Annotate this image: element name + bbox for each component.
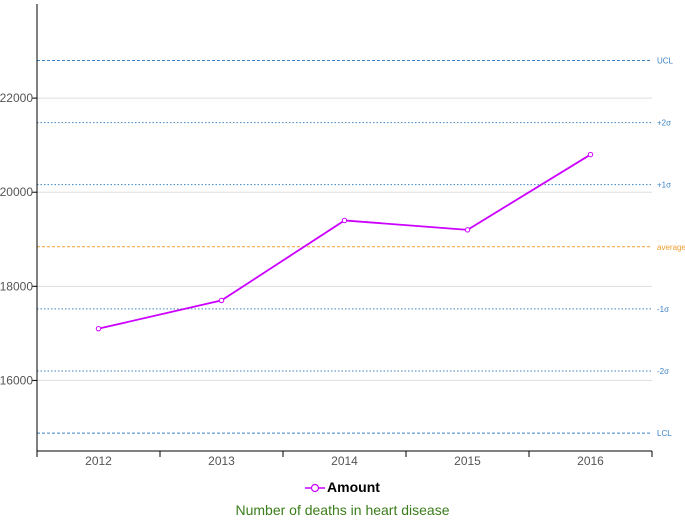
- y-tick-label: 16000: [0, 373, 33, 387]
- y-tick-label: 22000: [0, 91, 33, 105]
- control-line-label: UCL: [657, 56, 674, 65]
- control-line-label: +1σ: [657, 181, 671, 190]
- data-point: [587, 151, 594, 158]
- control-line-label: average: [657, 243, 685, 252]
- x-tick-label: 2014: [331, 454, 358, 468]
- legend-line-marker: [305, 484, 326, 493]
- legend-series-label: Amount: [327, 479, 380, 495]
- x-tick-label: 2013: [208, 454, 235, 468]
- data-point: [341, 217, 348, 224]
- series-line: [98, 153, 591, 330]
- data-point: [464, 227, 471, 233]
- control-line-label: -2σ: [657, 367, 669, 376]
- y-tick-label: 18000: [0, 279, 33, 293]
- x-tick-label: 2015: [454, 454, 481, 468]
- x-tick-label: 2012: [85, 454, 112, 468]
- chart-title: Number of deaths in heart disease: [235, 502, 450, 518]
- legend[interactable]: Amount: [0, 479, 685, 495]
- control-line-label: +2σ: [657, 119, 671, 128]
- control-line-label: LCL: [657, 429, 672, 438]
- y-tick-label: 20000: [0, 185, 33, 199]
- x-tick-label: 2016: [577, 454, 604, 468]
- data-point: [218, 297, 225, 304]
- data-point: [95, 325, 102, 332]
- control-line-label: -1σ: [657, 305, 669, 314]
